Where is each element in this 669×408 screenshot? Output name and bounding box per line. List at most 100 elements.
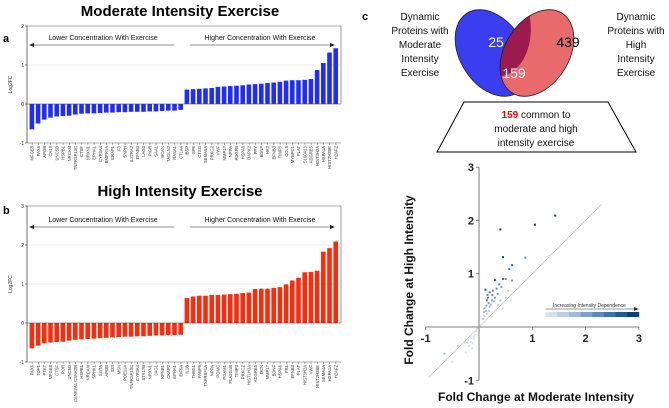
data-point bbox=[475, 330, 478, 333]
x-tick-label: EFNB3 bbox=[271, 145, 276, 159]
data-point bbox=[507, 289, 510, 292]
data-point bbox=[482, 311, 485, 314]
data-point bbox=[548, 254, 551, 257]
venn-label-line: Exercise bbox=[617, 68, 656, 79]
data-point bbox=[508, 267, 511, 270]
bar bbox=[116, 104, 121, 113]
data-point bbox=[504, 296, 507, 299]
data-point bbox=[554, 214, 557, 217]
data-point bbox=[491, 315, 494, 318]
bar bbox=[184, 298, 190, 323]
x-tick-label: PGAM1 bbox=[222, 364, 227, 379]
y-axis-label: Log2FC bbox=[8, 75, 14, 93]
bar bbox=[277, 287, 283, 323]
bar bbox=[178, 323, 183, 335]
x-tick-label: LAG3 bbox=[141, 145, 146, 156]
x-tick-label: APOB bbox=[42, 146, 47, 158]
bar bbox=[228, 86, 233, 104]
bar bbox=[302, 79, 307, 104]
x-tick-label: TNFRSF13C bbox=[73, 146, 78, 170]
x-tick-label: H2AFZ bbox=[333, 146, 338, 160]
bar bbox=[48, 104, 53, 118]
data-point bbox=[491, 294, 494, 297]
y-axis-label: Log2FC bbox=[8, 275, 14, 293]
x-tick-label: PDE11A bbox=[123, 365, 128, 381]
identity-line bbox=[428, 204, 602, 378]
data-point bbox=[499, 299, 502, 302]
colorbar-swatch bbox=[603, 312, 616, 317]
data-point bbox=[483, 307, 486, 310]
x-tick-label: DCN bbox=[259, 365, 264, 374]
callout-line-1-rest: common to bbox=[518, 110, 571, 121]
x-tick-label: MYBPC1 bbox=[290, 145, 295, 163]
annotation-higher: Higher Concentration With Exercise bbox=[205, 35, 316, 42]
bar bbox=[246, 84, 252, 104]
bar bbox=[85, 104, 90, 114]
bar bbox=[178, 104, 183, 110]
x-tick-label: POR bbox=[61, 365, 66, 374]
x-tick-label: NRXN1 bbox=[85, 145, 90, 160]
bar bbox=[308, 79, 314, 104]
x-tick-label: MFGE8 bbox=[48, 364, 53, 379]
venn-label-line: Proteins with bbox=[607, 26, 664, 37]
bar bbox=[271, 287, 276, 323]
x-tick-label: H2AFZ bbox=[333, 365, 338, 379]
y-tick-label: -1 bbox=[20, 360, 25, 366]
chart-b-title: High Intensity Exercise bbox=[97, 183, 262, 200]
x-tick-label: STK17B bbox=[141, 365, 146, 381]
venn-label-line: Dynamic bbox=[617, 12, 656, 23]
y-tick-label: 1 bbox=[21, 282, 24, 288]
bar bbox=[197, 295, 202, 323]
x-tick-label: BCAN bbox=[160, 146, 165, 158]
data-point bbox=[487, 296, 490, 299]
data-point bbox=[472, 331, 475, 334]
x-tick-label: NPPA bbox=[209, 365, 214, 376]
venn-intersection-count: 159 bbox=[502, 65, 526, 81]
x-tick-label: ADGRE5 bbox=[309, 145, 314, 163]
bar bbox=[79, 323, 84, 340]
callout-line-3: intensity exercise bbox=[498, 138, 575, 149]
x-tick-label: HIST2H2BE bbox=[327, 146, 332, 169]
x-tick-label: IDS bbox=[110, 365, 115, 372]
bar bbox=[265, 288, 270, 323]
bar bbox=[42, 323, 47, 344]
bar bbox=[215, 86, 221, 104]
x-tick-label: HSPB1 bbox=[61, 145, 66, 159]
y-tick-label: 0 bbox=[21, 321, 24, 327]
bar bbox=[128, 323, 134, 337]
data-point bbox=[484, 288, 487, 291]
x-tick-label: HSPA1A bbox=[327, 365, 332, 381]
arrow-right-head bbox=[330, 43, 335, 47]
y-tick-label: 2 bbox=[21, 243, 24, 249]
bar bbox=[228, 294, 233, 323]
x-tick-label: POMC bbox=[216, 365, 221, 378]
data-point bbox=[472, 335, 475, 338]
data-point bbox=[472, 337, 475, 340]
bar bbox=[203, 295, 208, 323]
bar bbox=[259, 288, 264, 323]
bar bbox=[166, 323, 171, 336]
venn-label-line: Intensity bbox=[401, 54, 438, 65]
bar bbox=[240, 85, 245, 104]
x-tick-label: MMP17 bbox=[265, 364, 270, 379]
venn-label-line: Intensity bbox=[617, 54, 654, 65]
x-tick-label: JAG1 bbox=[154, 364, 159, 375]
bar bbox=[135, 323, 140, 337]
x-tick-label: EIF5A bbox=[178, 365, 183, 377]
bar bbox=[141, 323, 146, 337]
x-tick-label: PTK7 bbox=[42, 364, 47, 375]
bar bbox=[290, 80, 295, 104]
x-tick-label: TIMP3 bbox=[234, 364, 239, 377]
x-tick-label: KPNB1 bbox=[160, 364, 165, 378]
x-tick-label: CYP3A4 bbox=[98, 145, 103, 162]
data-point bbox=[499, 228, 502, 231]
x-tick-label: 2 bbox=[583, 333, 589, 345]
x-tick-label: CA13 bbox=[48, 145, 53, 156]
data-point bbox=[467, 344, 470, 347]
x-tick-label: SEMA5A bbox=[203, 146, 208, 163]
x-tick-label: F3 bbox=[116, 145, 121, 151]
x-tick-label: S100A13 bbox=[302, 145, 307, 163]
data-point bbox=[493, 296, 496, 299]
x-tick-label: 1 bbox=[529, 333, 535, 345]
y-tick-label: -1 bbox=[20, 141, 25, 147]
